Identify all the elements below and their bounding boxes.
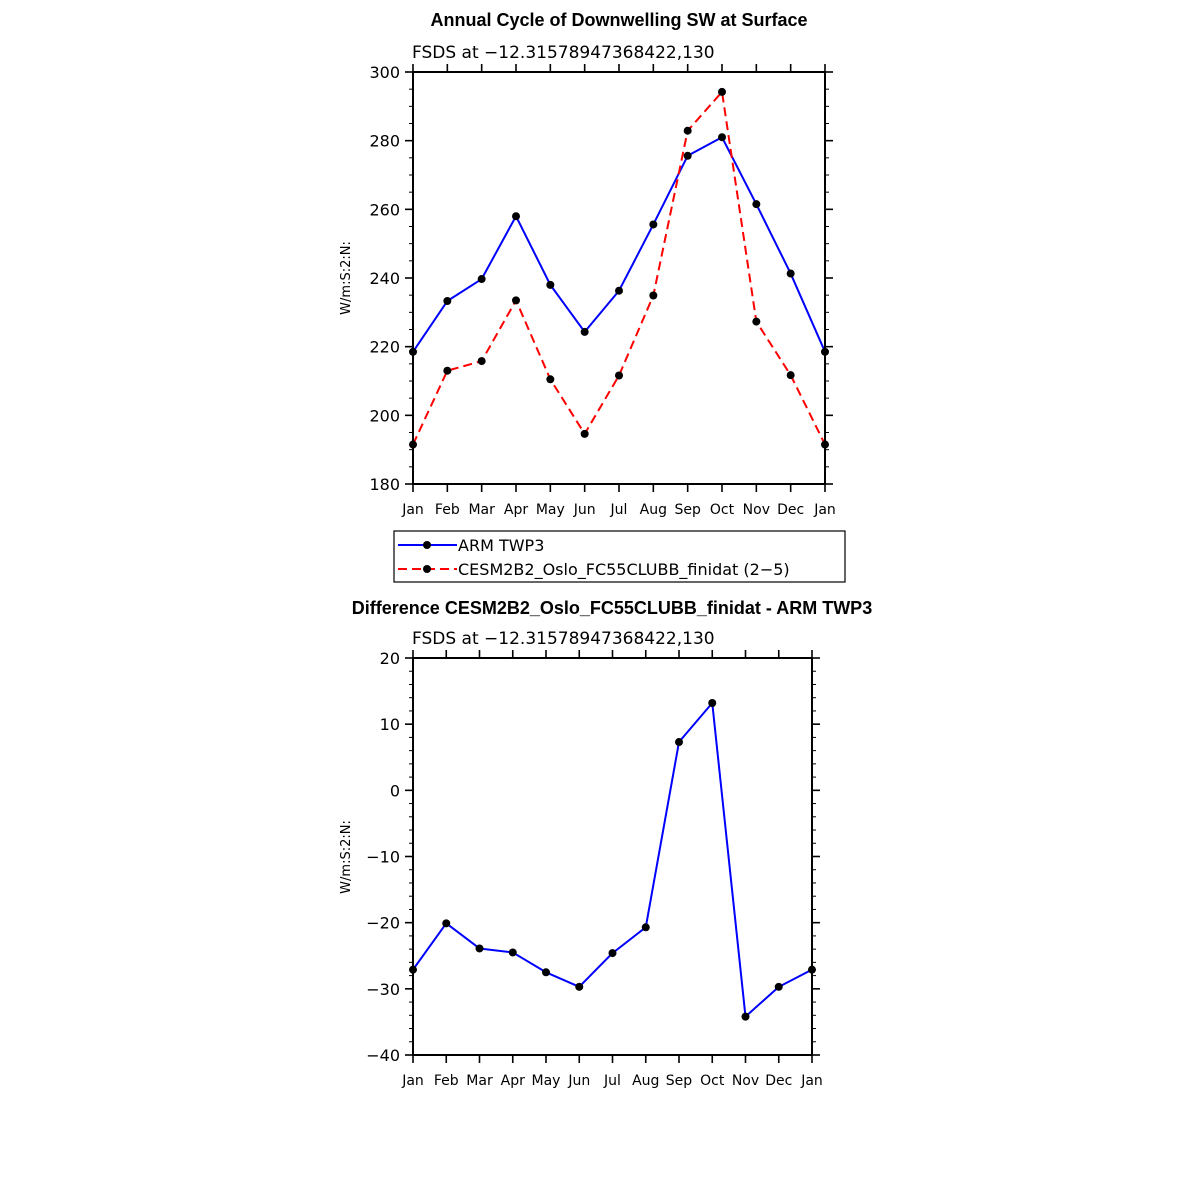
data-point-mar <box>475 944 484 953</box>
data-point-aug <box>649 291 658 300</box>
data-point-feb <box>442 919 451 928</box>
data-point-jun <box>580 327 589 336</box>
data-point-feb <box>443 366 452 375</box>
y-tick-label: 180 <box>369 475 400 494</box>
x-tick-label-oct: Oct <box>700 1073 725 1089</box>
data-point-mar <box>477 357 486 366</box>
data-point-may <box>546 375 555 384</box>
data-point-dec <box>786 269 795 278</box>
x-tick-label-may: May <box>532 1073 561 1089</box>
data-point-sep <box>683 151 692 160</box>
x-tick-label-dec: Dec <box>777 502 804 518</box>
legend-box <box>393 530 846 583</box>
legend-marker-arm <box>423 541 431 549</box>
plot-frame <box>412 71 826 485</box>
y-tick-label: 300 <box>369 63 400 82</box>
legend-label-arm: ARM TWP3 <box>458 536 544 555</box>
x-tick-label-may: May <box>536 502 565 518</box>
data-point-sep <box>675 738 683 747</box>
chart-title: Difference CESM2B2_Oslo_FC55CLUBB_finida… <box>352 598 872 618</box>
x-tick-label-jan: Jan <box>401 1073 424 1089</box>
x-tick-label-sep: Sep <box>674 502 701 518</box>
data-point-jul <box>615 286 623 295</box>
data-point-aug <box>641 923 650 932</box>
data-point-jul <box>615 371 623 380</box>
data-point-dec <box>774 982 783 991</box>
x-tick-label-jun: Jun <box>573 502 596 518</box>
chart-subtitle: FSDS at −12.31578947368422,130 <box>412 629 715 649</box>
x-tick-label-jun: Jun <box>567 1073 590 1089</box>
legend-marker-cesm <box>423 565 431 573</box>
y-tick-label: 200 <box>369 406 400 425</box>
data-point-nov <box>752 200 761 209</box>
x-tick-label-dec: Dec <box>765 1073 792 1089</box>
x-tick-label-apr: Apr <box>504 502 528 518</box>
y-tick-label: −30 <box>366 980 400 999</box>
x-tick-label-mar: Mar <box>466 1073 493 1089</box>
chart-subtitle: FSDS at −12.31578947368422,130 <box>412 43 715 63</box>
data-point-mar <box>477 275 486 284</box>
data-point-oct <box>708 698 717 707</box>
chart-title: Annual Cycle of Downwelling SW at Surfac… <box>430 10 807 30</box>
x-tick-label-sep: Sep <box>666 1073 693 1089</box>
plot-frame <box>412 657 813 1056</box>
x-tick-label-nov: Nov <box>732 1073 759 1089</box>
x-tick-label-jan: Jan <box>401 502 424 518</box>
annual-cycle-panel: Annual Cycle of Downwelling SW at Surfac… <box>339 10 846 583</box>
y-tick-label: 0 <box>390 781 400 800</box>
data-point-jun <box>580 429 589 438</box>
data-point-may <box>546 280 555 289</box>
data-point-feb <box>443 297 452 306</box>
data-point-apr <box>512 212 520 221</box>
y-tick-label: −10 <box>366 848 400 867</box>
y-tick-label: −20 <box>366 914 400 933</box>
x-tick-label-oct: Oct <box>710 502 735 518</box>
y-axis-label: W/m:S:2:N: <box>339 241 354 315</box>
x-tick-label-aug: Aug <box>640 502 667 518</box>
x-tick-label-jan: Jan <box>800 1073 823 1089</box>
x-tick-label-feb: Feb <box>434 1073 459 1089</box>
data-point-oct <box>718 133 726 142</box>
difference-panel: Difference CESM2B2_Oslo_FC55CLUBB_finida… <box>339 598 872 1089</box>
legend: ARM TWP3 CESM2B2_Oslo_FC55CLUBB_finidat … <box>393 530 846 583</box>
x-tick-label-jan: Jan <box>813 502 836 518</box>
legend-label-cesm: CESM2B2_Oslo_FC55CLUBB_finidat (2−5) <box>458 560 790 580</box>
data-point-oct <box>718 87 726 96</box>
data-point-nov <box>752 317 761 326</box>
y-tick-label: −40 <box>366 1046 400 1065</box>
x-tick-label-jul: Jul <box>603 1073 621 1089</box>
legend-entry-arm: ARM TWP3 <box>398 536 544 555</box>
data-point-dec <box>786 371 795 380</box>
y-tick-label: 260 <box>369 200 400 219</box>
data-point-may <box>542 968 550 977</box>
x-tick-label-feb: Feb <box>435 502 460 518</box>
data-point-sep <box>683 126 692 135</box>
y-tick-label: 20 <box>380 649 400 668</box>
y-tick-label: 240 <box>369 269 400 288</box>
y-tick-label: 10 <box>380 715 400 734</box>
x-tick-label-jul: Jul <box>610 502 628 518</box>
data-point-nov <box>741 1012 750 1021</box>
x-tick-label-mar: Mar <box>468 502 495 518</box>
data-point-apr <box>512 296 520 305</box>
legend-entry-cesm: CESM2B2_Oslo_FC55CLUBB_finidat (2−5) <box>398 560 790 580</box>
y-tick-label: 280 <box>369 132 400 151</box>
data-point-apr <box>508 948 517 957</box>
y-tick-label: 220 <box>369 338 400 357</box>
y-axis-label: W/m:S:2:N: <box>339 820 354 894</box>
data-point-jul <box>608 949 617 958</box>
x-tick-label-aug: Aug <box>632 1073 659 1089</box>
x-tick-label-nov: Nov <box>743 502 770 518</box>
data-point-aug <box>649 220 658 229</box>
x-tick-label-apr: Apr <box>501 1073 525 1089</box>
data-point-jun <box>575 982 584 991</box>
